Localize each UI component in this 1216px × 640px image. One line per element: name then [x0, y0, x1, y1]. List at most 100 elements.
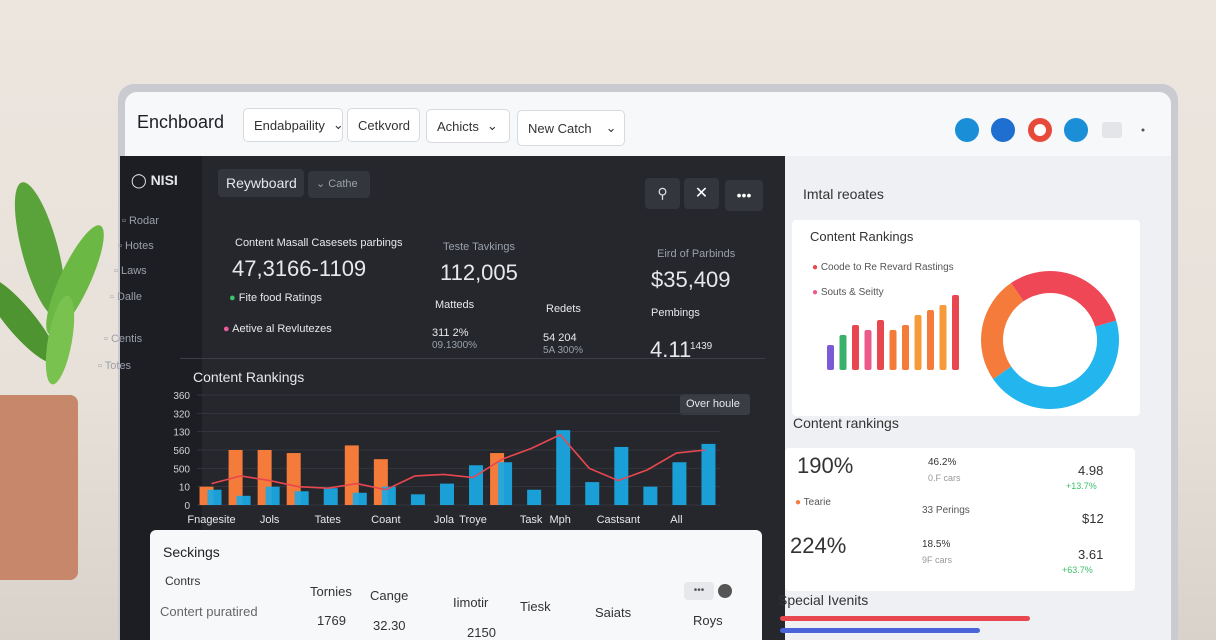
table-header: Cange	[370, 588, 409, 603]
bar	[914, 315, 922, 370]
metric-mid: 18.5%	[922, 539, 951, 550]
metric-rightsub: +13.7%	[1066, 481, 1097, 491]
logo-text: NISI	[150, 172, 178, 188]
bar	[927, 310, 934, 370]
x-tick-label: Mph	[549, 514, 570, 526]
metric-mid: 33 Perings	[922, 505, 970, 516]
table-title: Seckings	[163, 544, 220, 560]
chart-button-label: Over houle	[686, 398, 740, 410]
y-tick-label: 10	[179, 483, 191, 494]
stat-label: Teste Tavkings	[443, 241, 515, 253]
bar	[498, 462, 513, 505]
sidebar-label: Dalle	[116, 291, 143, 303]
metric-midsub: 9F cars	[922, 555, 953, 565]
menu-button[interactable]: Achicts ⌄	[426, 109, 510, 143]
bar	[323, 488, 338, 505]
sidebar-item[interactable]: ▫ Laws	[114, 265, 147, 277]
x-tick-label: Tates	[315, 514, 342, 526]
bar	[527, 489, 542, 505]
search-button[interactable]: ⚲	[645, 178, 680, 209]
plant	[0, 170, 110, 410]
tab[interactable]	[218, 169, 304, 197]
legend-dot: ●	[812, 287, 819, 298]
chart-button[interactable]	[680, 394, 750, 415]
sidebar-label: Centis	[110, 333, 143, 345]
bar	[701, 443, 716, 505]
substat-label: Redets	[546, 303, 581, 315]
close-button[interactable]: ✕	[684, 178, 719, 209]
table-header: Tiesk	[520, 599, 551, 614]
legend-label: Aetive al Revlutezes	[232, 323, 332, 335]
icon[interactable]	[1064, 118, 1088, 142]
sidebar-label: Rodar	[128, 215, 159, 227]
legend-item: ● Aetive al Revlutezes	[223, 324, 332, 335]
x-tick-label: Castsant	[597, 514, 640, 526]
metric-right: $12	[1082, 511, 1104, 526]
bar	[585, 482, 600, 505]
substat-sub: 1439	[690, 341, 713, 352]
bar	[672, 462, 687, 505]
metric-mid: 46.2%	[928, 457, 957, 468]
y-tick-label: 320	[173, 409, 190, 420]
sidebar-item[interactable]: ▫ Hotes	[118, 240, 154, 252]
section-title: Content rankings	[793, 415, 899, 431]
table-header: Roys	[693, 613, 723, 628]
menu-button[interactable]: Endabpaility ⌄	[243, 108, 344, 142]
substat-label: Pembings	[651, 307, 700, 319]
substat-sub: 5A 300%	[543, 345, 584, 356]
donut-segment	[1011, 271, 1117, 328]
substat-value: 4.11	[650, 337, 692, 362]
y-tick-label: 130	[173, 428, 190, 439]
bar	[236, 495, 251, 505]
more-button[interactable]: •••	[725, 180, 763, 211]
bar	[207, 489, 222, 505]
bar	[877, 320, 884, 370]
icon[interactable]	[991, 118, 1015, 142]
bar	[344, 445, 359, 505]
y-tick-label: 360	[173, 391, 190, 402]
menu-button[interactable]: Cetkvord	[347, 108, 420, 142]
filter-text: Cathe	[328, 178, 358, 190]
sidebar-item[interactable]: ▫ Centis	[104, 333, 143, 345]
sidebar-item[interactable]: ▫ Rodar	[122, 215, 159, 227]
table-header: Iimotir	[453, 595, 489, 610]
icon[interactable]	[1141, 128, 1145, 132]
sidebar-item[interactable]: ▫ Dalle	[110, 291, 143, 303]
bar	[939, 305, 947, 370]
section-title: Special Ivenits	[778, 592, 869, 608]
legend-label: Coode to Re Revard Rastings	[820, 262, 954, 273]
bar	[852, 325, 859, 370]
legend-item: ● Souts & Seitty	[812, 288, 884, 298]
table-icon[interactable]	[718, 584, 732, 598]
menu-label: Achicts	[437, 118, 479, 134]
x-tick-label: Jols	[260, 514, 280, 526]
x-tick-label: Jola	[434, 514, 455, 526]
y-tick-label: 0	[184, 501, 190, 512]
metric-big: 190%	[797, 453, 854, 478]
legend-label: Fite food Ratings	[238, 292, 322, 304]
table-menu[interactable]: •••	[684, 582, 714, 600]
menu-label: Cetkvord	[358, 117, 411, 133]
card-title: Content Rankings	[810, 229, 914, 244]
x-tick-label: Fnagesite	[187, 514, 235, 526]
icon[interactable]	[1102, 122, 1122, 138]
bar	[439, 483, 454, 505]
menu-button[interactable]: New Catch ⌄	[517, 110, 625, 146]
menu-label: Endabpaility	[254, 117, 325, 133]
bar	[410, 494, 425, 505]
sidebar-item[interactable]: ▫ Totes	[98, 360, 132, 372]
donut-segment	[981, 283, 1024, 379]
filter[interactable]	[308, 171, 370, 198]
x-tick-label: All	[670, 514, 682, 526]
bar	[614, 446, 629, 505]
bar	[643, 486, 658, 505]
y-tick-label: 560	[173, 446, 190, 457]
chart-title: Content Rankings	[193, 369, 305, 385]
bar	[864, 330, 872, 370]
icon[interactable]	[955, 118, 979, 142]
substat-sub: 09.1300%	[432, 340, 478, 351]
bar	[381, 486, 396, 505]
table-header: Saiats	[595, 605, 632, 620]
donut-segment	[993, 320, 1119, 409]
